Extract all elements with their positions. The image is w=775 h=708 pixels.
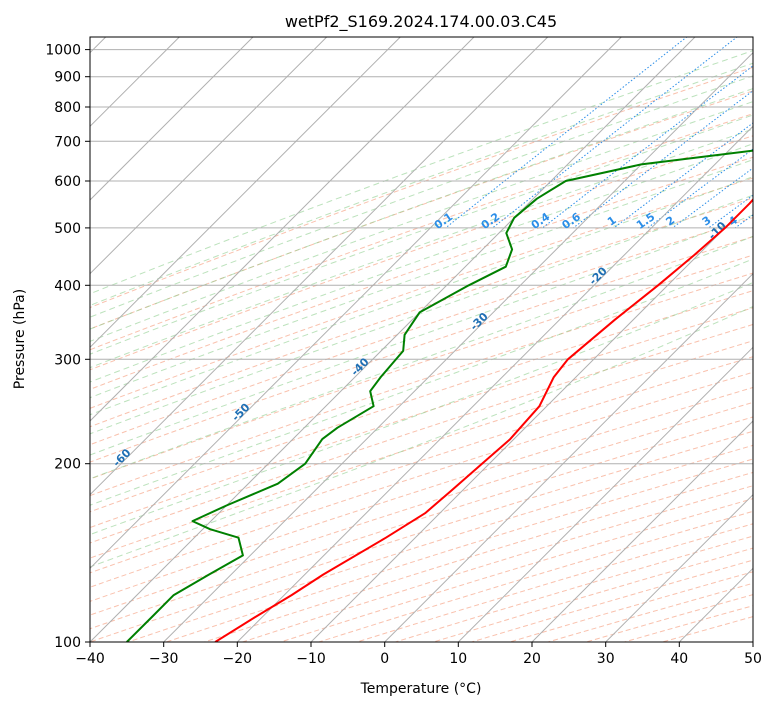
x-axis: −40 −30 −20 −10 0 10 20 30 40 50 (75, 642, 762, 667)
moist-adiabat (90, 88, 753, 330)
moist-adiabat (90, 194, 753, 435)
chart-title: wetPf2_S169.2024.174.00.03.C45 (285, 12, 557, 32)
moist-adiabat (90, 306, 753, 568)
x-tick-label: 10 (449, 651, 467, 667)
mixing-ratio-label: 0.2 (479, 210, 502, 232)
y-tick-label: 600 (54, 174, 81, 190)
mixing-ratio-line (572, 90, 753, 229)
series-lines (126, 149, 753, 642)
x-tick-label: −30 (149, 651, 179, 667)
isotherm-line (457, 346, 753, 642)
mixing-ratio-label: 0.1 (432, 210, 455, 232)
isotherm-line (90, 37, 549, 496)
moist-adiabat (90, 214, 753, 456)
moist-adiabat (90, 114, 753, 355)
x-tick-label: −10 (296, 651, 326, 667)
isotherm-line (90, 37, 401, 349)
y-tick-label: 300 (54, 352, 81, 368)
y-tick-label: 1000 (45, 43, 81, 59)
isotherm-line (163, 51, 753, 642)
moist-adiabat (90, 176, 753, 416)
dry-adiabat (90, 90, 753, 330)
x-tick-label: −20 (223, 651, 253, 667)
moist-adiabat (90, 143, 753, 383)
x-tick-label: 30 (597, 651, 615, 667)
isotherm-label: -70 (0, 491, 15, 514)
dry-adiabat (431, 547, 753, 642)
x-tick-label: −40 (75, 651, 105, 667)
x-tick-label: 40 (670, 651, 688, 667)
isotherm-line (678, 567, 753, 642)
mixing-ratio-label: 1.5 (634, 210, 657, 232)
y-tick-label: 400 (54, 278, 81, 294)
isotherm-line (90, 37, 328, 275)
mixing-ratio-label: 0.4 (529, 210, 553, 232)
moist-adiabat (90, 50, 753, 295)
mixing-ratio-line (445, 37, 688, 229)
y-tick-label: 100 (54, 635, 81, 651)
y-tick-label: 700 (54, 134, 81, 150)
mixing-ratio-label: 0.6 (560, 210, 584, 232)
line-labels: 0.10.20.40.611.52346810131620253036-100-… (0, 210, 775, 514)
dry-adiabat (202, 471, 753, 642)
dry-adiabat (90, 135, 753, 371)
isotherm-label: -30 (468, 310, 491, 333)
isotherm-line (752, 641, 753, 642)
isotherm-label: -40 (348, 355, 371, 378)
grid-lines (90, 37, 753, 642)
dry-adiabat (126, 444, 753, 642)
isotherm-line (236, 125, 753, 642)
isotherm-label: -60 (110, 446, 133, 469)
isotherm-line (90, 37, 622, 570)
plot-frame (89, 36, 754, 643)
isotherm-line (90, 37, 475, 422)
moist-adiabat (90, 258, 753, 506)
isotherm-line (90, 37, 696, 642)
dry-adiabat (279, 498, 753, 642)
moist-adiabat (90, 101, 753, 342)
moist-adiabat (90, 62, 753, 307)
mixing-ratio-label: 6 (765, 213, 775, 228)
y-tick-label: 800 (54, 100, 81, 116)
x-tick-label: 20 (523, 651, 541, 667)
background-lines (90, 37, 753, 642)
moist-adiabat (90, 235, 753, 480)
dry-adiabat (317, 510, 753, 642)
isotherm-line (384, 272, 753, 642)
x-axis-label: Temperature (°C) (360, 681, 482, 697)
y-axis: 1000 900 800 700 600 500 400 300 200 100 (45, 43, 90, 651)
isotherm-line (310, 199, 753, 642)
y-tick-label: 900 (54, 70, 81, 86)
mixing-ratio-line (542, 65, 753, 229)
x-tick-label: 0 (380, 651, 389, 667)
moist-adiabat (90, 128, 753, 369)
isotherm-line (90, 37, 254, 201)
moist-adiabat (90, 75, 753, 318)
temperature-line (214, 198, 753, 642)
y-axis-label: Pressure (hPa) (12, 289, 28, 389)
y-tick-label: 200 (54, 457, 81, 473)
isotherm-label: -20 (587, 264, 610, 287)
y-tick-label: 500 (54, 221, 81, 237)
mixing-ratio-line (492, 37, 738, 229)
isotherm-line (605, 493, 753, 642)
isotherm-line (531, 420, 753, 642)
mixing-ratio-line (613, 122, 753, 229)
dewpoint-line (126, 149, 753, 642)
x-tick-label: 50 (744, 651, 762, 667)
dry-adiabat (90, 66, 753, 309)
moist-adiabat (90, 159, 753, 399)
moist-adiabat (90, 281, 753, 536)
